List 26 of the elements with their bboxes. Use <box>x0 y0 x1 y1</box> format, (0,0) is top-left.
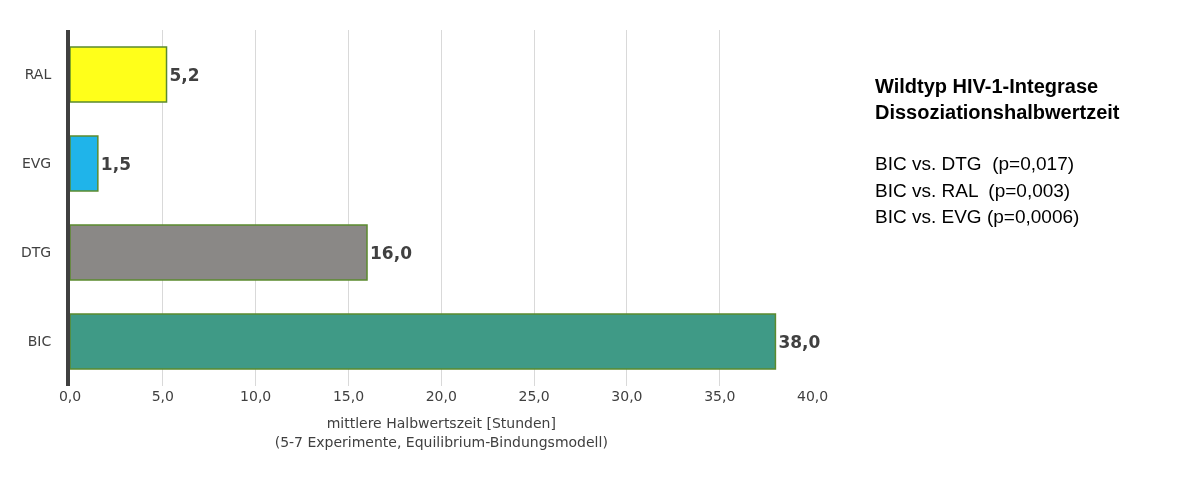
x-tick-label: 10,0 <box>240 388 272 404</box>
text: Wildtyp HIV-1-Integrase Dissoziationshalbwertzeit <box>875 75 1120 123</box>
text: BIC vs. RAL (p=0,003) <box>875 180 1071 201</box>
x-tick-label: 0,0 <box>58 388 82 404</box>
bar <box>70 135 99 192</box>
x-tick-label: 30,0 <box>611 388 643 404</box>
y-tick-label: EVG <box>21 155 52 172</box>
data-label: 1,5 <box>100 153 131 174</box>
y-tick-label: BIC <box>27 333 52 350</box>
y-tick-label: RAL <box>24 66 52 83</box>
data-label: 5,2 <box>169 64 200 85</box>
data-label: 38,0 <box>778 331 821 352</box>
x-tick-label: 40,0 <box>796 388 829 404</box>
data-label: 16,0 <box>370 242 413 263</box>
x-tick-label: 15,0 <box>332 388 365 404</box>
bar <box>70 224 368 281</box>
bar <box>70 46 168 103</box>
x-tick-label: 25,0 <box>518 388 550 404</box>
x-tick-label: 5,0 <box>151 388 174 404</box>
x-axis-title: mittlere Halbwertszeit [Stunden] (5-7 Experimente, Equilibrium-Bindungsmodell) <box>274 415 608 450</box>
text: BIC vs. EVG (p=0,0006) <box>875 206 1080 227</box>
x-tick-label: 20,0 <box>425 388 457 404</box>
bar <box>70 313 777 370</box>
text: BIC vs. DTG (p=0,017) <box>875 153 1075 174</box>
x-tick-label: 35,0 <box>704 388 736 404</box>
y-tick-label: DTG <box>21 244 52 261</box>
